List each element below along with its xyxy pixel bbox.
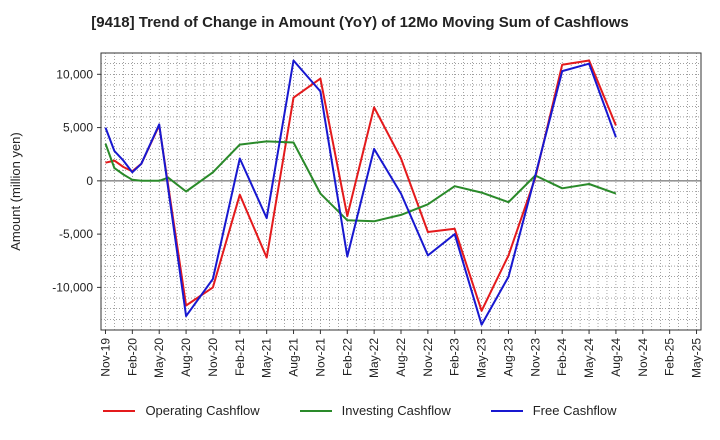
x-tick-label: Nov-21 (313, 338, 327, 377)
x-tick-label: Nov-20 (206, 338, 220, 377)
y-tick-label: 10,000 (56, 67, 93, 81)
legend-swatch (103, 409, 136, 412)
x-tick-label: May-25 (690, 338, 704, 378)
series-layer (104, 59, 617, 326)
legend-item: Operating Cashflow (103, 403, 260, 418)
series-line-free-cashflow (104, 59, 617, 326)
x-axis-ticks: Nov-19 Feb-20 May-20 Aug-20 Nov-20 Feb-21 May-… (98, 330, 704, 378)
x-tick-label: Feb-20 (125, 338, 139, 376)
x-tick-label: Nov-19 (98, 338, 112, 377)
x-tick-label: Feb-25 (663, 338, 677, 376)
x-tick-label: Nov-22 (421, 338, 435, 377)
x-tick-label: May-24 (582, 338, 596, 378)
y-axis-label: Amount (million yen) (8, 132, 23, 251)
y-tick-label: -5,000 (59, 227, 93, 241)
x-tick-label: May-22 (367, 338, 381, 378)
legend-swatch (490, 409, 523, 412)
x-tick-label: Aug-23 (501, 338, 515, 377)
x-tick-label: Feb-22 (340, 338, 354, 376)
x-tick-label: Aug-20 (179, 338, 193, 377)
legend-swatch (299, 409, 332, 412)
x-tick-label: Aug-24 (609, 338, 623, 377)
series-line-investing-cashflow (104, 140, 617, 223)
legend-item: Investing Cashflow (299, 403, 451, 418)
y-tick-label: 0 (86, 174, 93, 188)
x-tick-label: May-20 (152, 338, 166, 378)
legend-label: Free Cashflow (532, 403, 617, 418)
x-tick-label: Aug-22 (394, 338, 408, 377)
y-tick-label: 5,000 (63, 121, 93, 135)
x-tick-label: Nov-23 (528, 338, 542, 377)
legend-label: Investing Cashflow (341, 403, 451, 418)
chart-title: [9418] Trend of Change in Amount (YoY) o… (91, 14, 629, 31)
x-tick-label: Feb-21 (233, 338, 247, 376)
legend-item: Free Cashflow (490, 403, 617, 418)
legend-label: Operating Cashflow (145, 403, 260, 418)
legend: Operating Cashflow Investing Cashflow Free… (0, 403, 720, 418)
x-tick-label: Nov-24 (636, 338, 650, 377)
x-tick-label: May-21 (260, 338, 274, 378)
y-axis-ticks: 10,000 5,000 0 -5,000 -10,000 (52, 67, 101, 294)
x-tick-label: May-23 (475, 338, 489, 378)
x-tick-label: Aug-21 (287, 338, 301, 377)
x-tick-label: Feb-24 (555, 338, 569, 376)
y-tick-label: -10,000 (52, 280, 93, 294)
x-tick-label: Feb-23 (448, 338, 462, 376)
